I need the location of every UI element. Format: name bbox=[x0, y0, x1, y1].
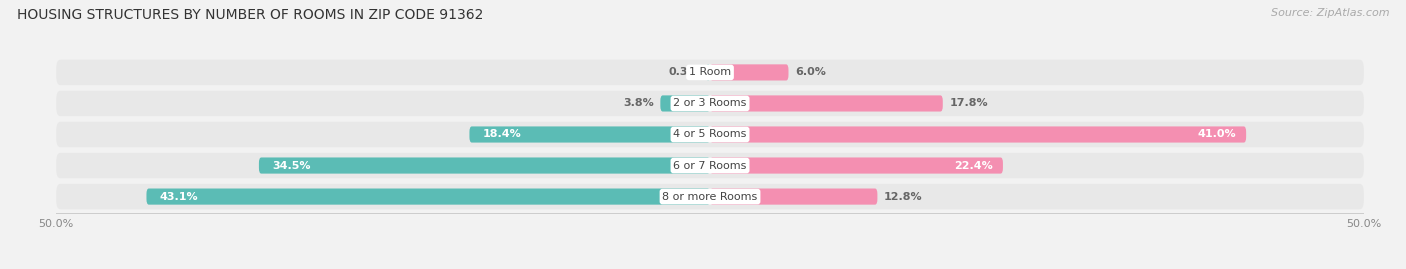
Text: 12.8%: 12.8% bbox=[884, 192, 922, 201]
Text: 4 or 5 Rooms: 4 or 5 Rooms bbox=[673, 129, 747, 140]
Text: 3.8%: 3.8% bbox=[623, 98, 654, 108]
FancyBboxPatch shape bbox=[710, 95, 943, 112]
FancyBboxPatch shape bbox=[470, 126, 710, 143]
Text: 8 or more Rooms: 8 or more Rooms bbox=[662, 192, 758, 201]
Text: 0.3%: 0.3% bbox=[669, 68, 700, 77]
Text: 41.0%: 41.0% bbox=[1197, 129, 1236, 140]
FancyBboxPatch shape bbox=[661, 95, 710, 112]
Text: 6 or 7 Rooms: 6 or 7 Rooms bbox=[673, 161, 747, 171]
FancyBboxPatch shape bbox=[710, 126, 1246, 143]
Text: Source: ZipAtlas.com: Source: ZipAtlas.com bbox=[1271, 8, 1389, 18]
FancyBboxPatch shape bbox=[56, 122, 1364, 147]
FancyBboxPatch shape bbox=[56, 153, 1364, 178]
FancyBboxPatch shape bbox=[710, 64, 789, 80]
FancyBboxPatch shape bbox=[710, 189, 877, 205]
FancyBboxPatch shape bbox=[56, 184, 1364, 209]
Text: 22.4%: 22.4% bbox=[953, 161, 993, 171]
Text: 1 Room: 1 Room bbox=[689, 68, 731, 77]
FancyBboxPatch shape bbox=[146, 189, 710, 205]
Text: 43.1%: 43.1% bbox=[159, 192, 198, 201]
Text: 18.4%: 18.4% bbox=[482, 129, 522, 140]
Text: 2 or 3 Rooms: 2 or 3 Rooms bbox=[673, 98, 747, 108]
FancyBboxPatch shape bbox=[56, 91, 1364, 116]
FancyBboxPatch shape bbox=[56, 60, 1364, 85]
Text: 17.8%: 17.8% bbox=[949, 98, 988, 108]
Text: 6.0%: 6.0% bbox=[794, 68, 825, 77]
FancyBboxPatch shape bbox=[259, 157, 710, 174]
FancyBboxPatch shape bbox=[706, 64, 710, 80]
FancyBboxPatch shape bbox=[710, 157, 1002, 174]
Text: HOUSING STRUCTURES BY NUMBER OF ROOMS IN ZIP CODE 91362: HOUSING STRUCTURES BY NUMBER OF ROOMS IN… bbox=[17, 8, 484, 22]
Text: 34.5%: 34.5% bbox=[271, 161, 311, 171]
